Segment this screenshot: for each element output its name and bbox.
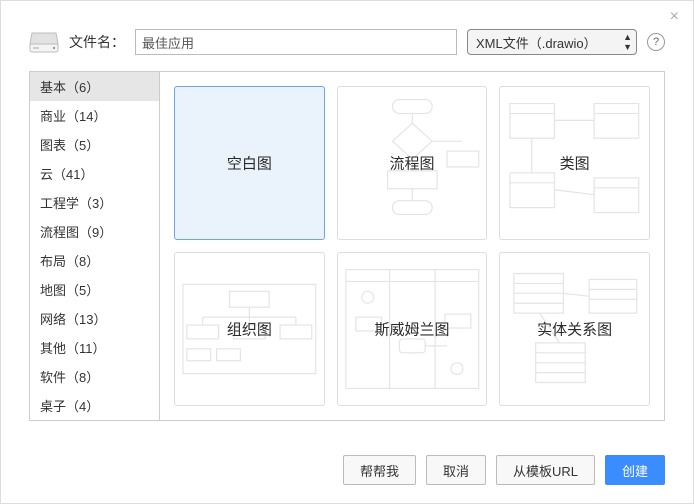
filename-label: 文件名： [69,32,125,52]
template-grid: 空白图 流程图 类图组织图 斯威姆兰图 实体关系图 [160,72,664,420]
sidebar-item[interactable]: 软件（8） [30,362,159,391]
select-arrows-icon: ▲▼ [623,32,632,52]
template-label: 流程图 [389,153,434,174]
sidebar-item[interactable]: 布局（8） [30,246,159,275]
template-tile[interactable]: 斯威姆兰图 [337,252,488,406]
sidebar-item[interactable]: 网络（13） [30,304,159,333]
footer-buttons: 帮帮我 取消 从模板URL 创建 [343,455,665,485]
cancel-button[interactable]: 取消 [426,455,486,485]
template-label: 空白图 [227,153,272,174]
template-tile[interactable]: 组织图 [174,252,325,406]
template-tile[interactable]: 流程图 [337,86,488,240]
sidebar-item[interactable]: 流程图（9） [30,217,159,246]
format-selected-label: XML文件（.drawio） [476,33,597,52]
sidebar-item[interactable]: 工程学（3） [30,188,159,217]
template-label: 实体关系图 [537,319,612,340]
template-tile[interactable]: 实体关系图 [499,252,650,406]
sidebar-item[interactable]: 其他（11） [30,333,159,362]
sidebar-item[interactable]: 图表（5） [30,130,159,159]
header-row: 文件名： XML文件（.drawio） ▲▼ ? [29,29,665,55]
help-button[interactable]: 帮帮我 [343,455,416,485]
body-area: 基本（6）商业（14）图表（5）云（41）工程学（3）流程图（9）布局（8）地图… [29,71,665,421]
sidebar-item[interactable]: 云（41） [30,159,159,188]
sidebar-item[interactable]: 地图（5） [30,275,159,304]
template-label: 斯威姆兰图 [374,319,449,340]
sidebar-item[interactable]: 基本（6） [30,72,159,101]
create-button[interactable]: 创建 [605,455,665,485]
template-tile[interactable]: 类图 [499,86,650,240]
close-icon[interactable]: × [670,9,679,25]
template-label: 组织图 [227,319,272,340]
format-select[interactable]: XML文件（.drawio） ▲▼ [467,29,637,55]
filename-input[interactable] [135,29,457,55]
from-url-button[interactable]: 从模板URL [496,455,595,485]
drive-icon [29,29,59,55]
template-label: 类图 [560,153,590,174]
sidebar-item[interactable]: 商业（14） [30,101,159,130]
sidebar-item[interactable]: 桌子（4） [30,391,159,420]
category-sidebar: 基本（6）商业（14）图表（5）云（41）工程学（3）流程图（9）布局（8）地图… [30,72,160,420]
help-icon[interactable]: ? [647,33,665,51]
template-tile[interactable]: 空白图 [174,86,325,240]
new-diagram-dialog: × 文件名： XML文件（.drawio） ▲▼ ? 基本（6）商业（14）图表… [0,0,694,504]
